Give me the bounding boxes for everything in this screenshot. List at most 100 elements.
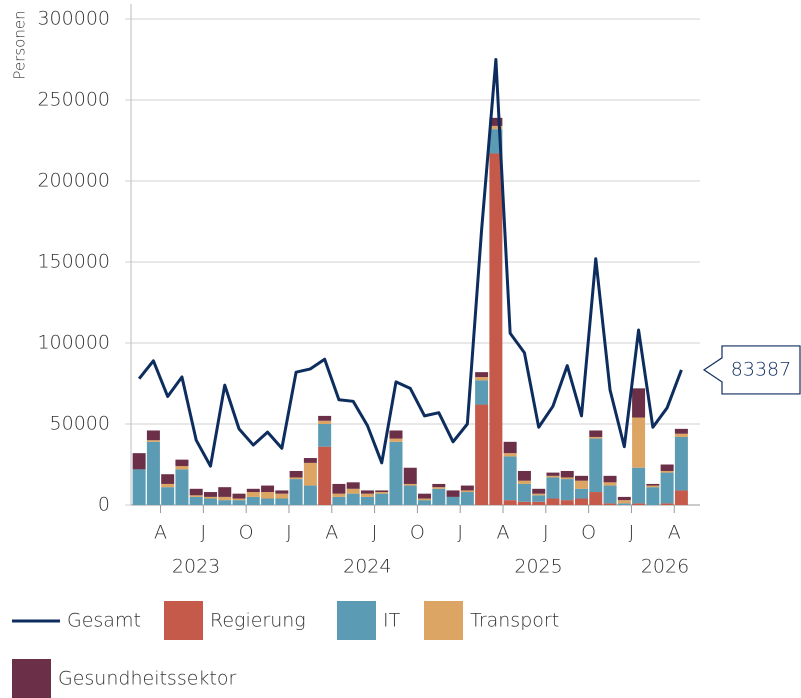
y-tick-label: 150000	[37, 251, 110, 273]
bar-segment	[489, 117, 503, 126]
legend-swatch	[424, 601, 463, 640]
x-tick-label: J	[457, 522, 463, 544]
bar-segment	[489, 153, 503, 505]
bar-segment	[403, 483, 417, 486]
bar-segment	[189, 495, 203, 497]
bar-segment	[261, 492, 275, 499]
bar-segment	[503, 453, 517, 457]
bar-segment	[418, 493, 432, 499]
bar-segment	[575, 498, 589, 505]
x-tick-label: J	[372, 522, 378, 544]
x-tick-label: A	[325, 522, 338, 544]
bar-segment	[303, 458, 317, 463]
bar-segment	[403, 467, 417, 484]
legend-label: Transport	[470, 610, 559, 632]
bar-segment	[246, 496, 260, 505]
bar-segment	[589, 430, 603, 437]
year-label: 2024	[343, 556, 391, 578]
bar-segment	[389, 441, 403, 505]
x-tick-label: A	[668, 522, 681, 544]
bar-segment	[232, 500, 246, 505]
bar-segment	[203, 498, 217, 505]
bar-segment	[475, 377, 489, 381]
callout	[702, 345, 801, 395]
bar-segment	[589, 492, 603, 505]
bar-segment	[275, 490, 289, 494]
bar-segment	[318, 415, 332, 421]
x-tick-label: A	[154, 522, 167, 544]
legend-swatch	[337, 601, 376, 640]
bar-segment	[575, 488, 589, 499]
legend-swatch	[12, 659, 51, 698]
bar-segment	[460, 490, 474, 493]
x-tick-label: O	[581, 522, 596, 544]
x-tick-label: O	[239, 522, 254, 544]
bar-segment	[346, 488, 360, 494]
bar-segment	[575, 480, 589, 489]
bar-segment	[674, 490, 688, 505]
y-axis-label: Personen	[11, 10, 29, 79]
bar-segment	[146, 441, 160, 505]
bar-segment	[232, 498, 246, 501]
legend-label: Regierung	[210, 610, 306, 632]
bar-segment	[132, 469, 146, 505]
bar-segment	[432, 487, 446, 489]
bar-segment	[546, 475, 560, 478]
bar-segment	[674, 433, 688, 437]
bar-segment	[532, 495, 546, 502]
bar-segment	[475, 372, 489, 378]
year-label: 2025	[514, 556, 562, 578]
annotation: 83387	[731, 358, 791, 380]
legend-swatch	[164, 601, 203, 640]
bar-segment	[546, 477, 560, 499]
legend-label: IT	[383, 610, 401, 632]
bar-segment	[318, 446, 332, 505]
bar-segment	[517, 470, 531, 481]
bar-segment	[318, 424, 332, 447]
bar-segment	[532, 488, 546, 494]
bar-segment	[261, 485, 275, 493]
bar-segment	[632, 503, 646, 505]
bar-segment	[475, 380, 489, 405]
bar-segment	[546, 498, 560, 505]
bar-segment	[246, 492, 260, 497]
bar-segment	[175, 466, 189, 470]
bar-segment	[646, 483, 660, 486]
year-label: 2026	[641, 556, 689, 578]
bar-segment	[617, 496, 631, 501]
bar-segment	[475, 404, 489, 505]
bar-segment	[375, 492, 389, 494]
bar-segment	[303, 462, 317, 486]
bar-segment	[560, 477, 574, 480]
bar-segment	[532, 493, 546, 496]
bar-segment	[660, 470, 674, 473]
legend-label: Gesamt	[67, 610, 141, 632]
bar-segment	[332, 496, 346, 505]
bar-segment	[161, 474, 175, 484]
bar-segment	[332, 493, 346, 497]
bar-segment	[603, 475, 617, 483]
bar-segment	[360, 496, 374, 505]
bar-segment	[218, 487, 232, 497]
x-tick-label: O	[410, 522, 425, 544]
bar-segment	[503, 456, 517, 501]
bar-segment	[360, 490, 374, 494]
bar-segment	[418, 498, 432, 501]
y-tick-label: 250000	[37, 89, 110, 111]
bar-segment	[175, 469, 189, 505]
bar-segment	[660, 464, 674, 471]
bar-segment	[617, 503, 631, 505]
bar-segment	[275, 498, 289, 505]
bar-segment	[146, 440, 160, 442]
bar-segment	[446, 490, 460, 497]
y-tick-label: 100000	[37, 332, 110, 354]
y-tick-label: 0	[98, 494, 110, 516]
x-tick-label: J	[543, 522, 549, 544]
bar-segment	[632, 388, 646, 418]
bar-segment	[517, 501, 531, 505]
bar-segment	[161, 487, 175, 505]
bar-segment	[389, 430, 403, 439]
x-tick-label: J	[629, 522, 635, 544]
bar-segment	[432, 488, 446, 505]
